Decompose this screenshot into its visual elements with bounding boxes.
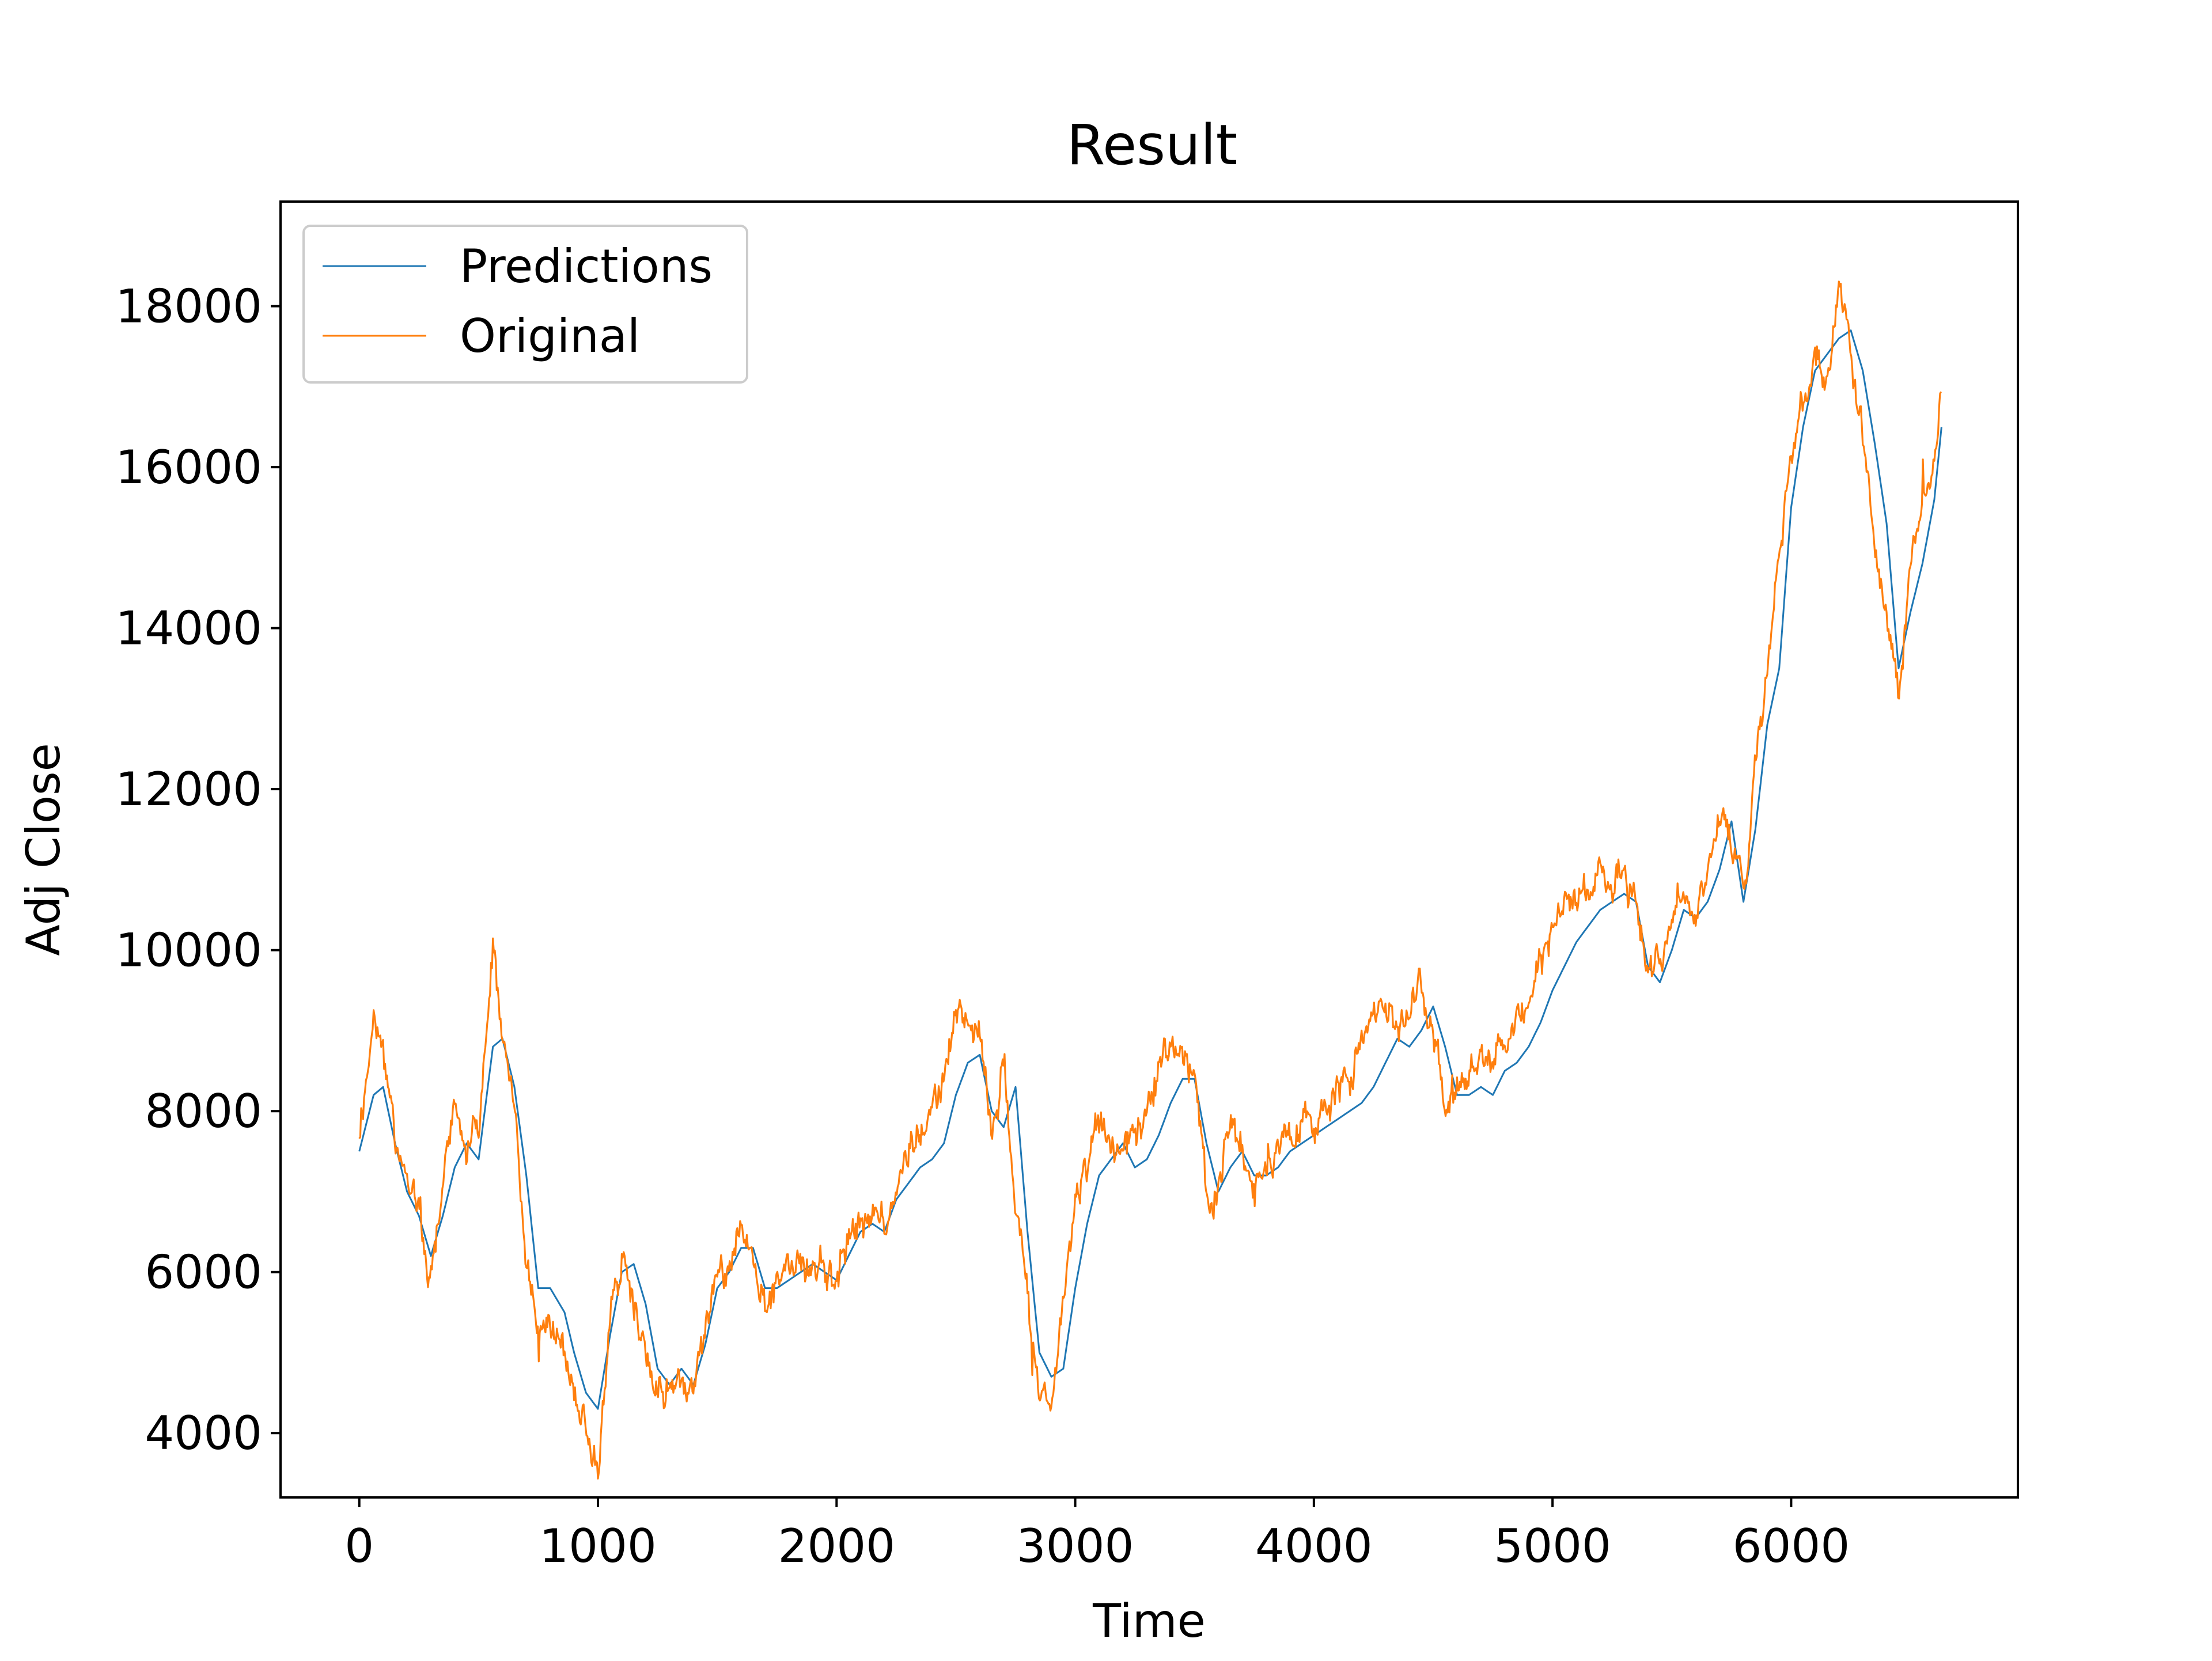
x-tick-label: 0	[344, 1519, 374, 1573]
x-tick-label: 5000	[1494, 1519, 1611, 1573]
x-tick-label: 2000	[778, 1519, 895, 1573]
x-axis-label: Time	[1092, 1594, 1206, 1648]
y-tick-label: 14000	[116, 602, 263, 655]
legend: Predictions Original	[302, 225, 748, 384]
y-tick-label: 8000	[145, 1084, 262, 1138]
y-tick-label: 12000	[116, 763, 263, 816]
x-tick-label: 1000	[539, 1519, 657, 1573]
y-axis: 4000 6000 8000 10000 12000 14000 16000 18000	[116, 280, 281, 1460]
y-tick-label: 4000	[145, 1406, 262, 1460]
x-tick-label: 4000	[1255, 1519, 1373, 1573]
y-tick-label: 6000	[145, 1246, 262, 1299]
series-line-original	[358, 280, 1942, 1480]
y-tick-label: 16000	[116, 441, 263, 494]
plot-frame	[279, 200, 2019, 1499]
x-axis: 0 1000 2000 3000 4000 5000 6000	[344, 1497, 1850, 1573]
series-line-predictions	[358, 329, 1942, 1410]
legend-frame	[302, 225, 748, 384]
x-tick-label: 3000	[1017, 1519, 1134, 1573]
y-tick-label: 18000	[116, 280, 263, 333]
chart-title: Result	[1067, 113, 1238, 177]
legend-label-original: Original	[460, 309, 640, 363]
plot-area	[279, 200, 2019, 1499]
series-layer	[358, 280, 1942, 1480]
y-tick-label: 10000	[116, 924, 263, 977]
y-axis-label: Adj Close	[17, 743, 70, 956]
x-tick-label: 6000	[1733, 1519, 1850, 1573]
legend-label-predictions: Predictions	[460, 240, 713, 293]
